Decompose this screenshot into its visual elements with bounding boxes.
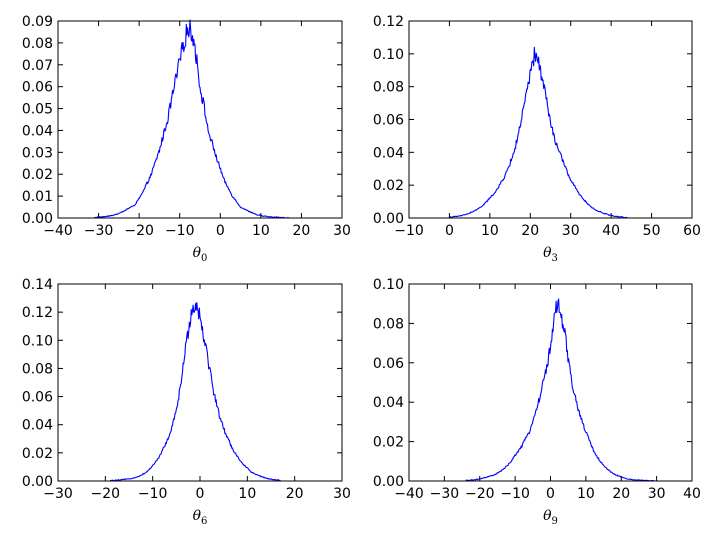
x-tick-label-0-6: 20 xyxy=(293,223,311,239)
x-tick-label-1-3: 20 xyxy=(521,223,539,239)
y-tick-label-2-7: 0.14 xyxy=(22,277,53,293)
chart-panel-2: −30 −20 −10 0 10 20 30 0.00 0.02 0.04 0.06 0.08 0.10… xyxy=(22,277,351,527)
y-tick-label-0-7: 0.07 xyxy=(22,58,53,74)
y-tick-label-3-4: 0.08 xyxy=(373,316,404,332)
y-tick-label-0-0: 0.00 xyxy=(22,211,53,227)
x-tick-label-3-2: −20 xyxy=(465,486,495,502)
chart-panel-1: −10 0 10 20 30 40 50 60 0.00 0.02 0.04 0.06 0.08 0.10… xyxy=(373,14,701,264)
x-axis-label-3: θ9 xyxy=(543,508,558,527)
y-tick-label-1-5: 0.10 xyxy=(373,47,404,63)
y-tick-label-0-1: 0.01 xyxy=(22,189,53,205)
y-tick-label-2-1: 0.02 xyxy=(22,446,53,462)
y-tick-label-3-5: 0.10 xyxy=(373,277,404,293)
x-tick-label-0-2: −20 xyxy=(124,223,154,239)
x-tick-label-0-4: 0 xyxy=(216,223,225,239)
y-tick-label-1-3: 0.06 xyxy=(373,113,404,129)
y-tick-label-0-8: 0.08 xyxy=(22,36,53,52)
x-tick-label-3-4: 0 xyxy=(546,486,555,502)
x-tick-label-1-6: 50 xyxy=(643,223,661,239)
y-tick-label-0-2: 0.02 xyxy=(22,167,53,183)
y-tick-label-0-5: 0.05 xyxy=(22,102,53,118)
x-tick-label-1-0: −10 xyxy=(394,223,424,239)
x-tick-label-2-5: 20 xyxy=(286,486,304,502)
x-axis-label-2: θ6 xyxy=(193,508,208,527)
x-tick-label-2-0: −30 xyxy=(43,486,73,502)
x-tick-label-0-7: 30 xyxy=(333,223,351,239)
y-tick-label-1-4: 0.08 xyxy=(373,80,404,96)
x-tick-label-2-3: 0 xyxy=(196,486,205,502)
x-tick-label-2-6: 30 xyxy=(333,486,351,502)
y-tick-label-3-2: 0.04 xyxy=(373,395,404,411)
x-tick-label-0-1: −30 xyxy=(84,223,114,239)
x-tick-label-0-5: 10 xyxy=(252,223,270,239)
y-tick-label-2-6: 0.12 xyxy=(22,305,53,321)
x-tick-label-1-5: 40 xyxy=(602,223,620,239)
x-tick-label-0-3: −10 xyxy=(165,223,195,239)
x-tick-label-3-5: 10 xyxy=(577,486,595,502)
y-tick-label-3-0: 0.00 xyxy=(373,474,404,490)
x-tick-label-3-3: −10 xyxy=(500,486,530,502)
distribution-line-1 xyxy=(449,46,628,219)
x-tick-label-2-2: −10 xyxy=(138,486,168,502)
y-tick-label-0-9: 0.09 xyxy=(22,14,53,30)
y-tick-label-2-3: 0.06 xyxy=(22,390,53,406)
plot-frame-0 xyxy=(57,20,343,219)
chart-panel-0: −40 −30 −20 −10 0 10 20 30 0.00 0.01 0.02 0.03 0.04 0… xyxy=(22,14,351,264)
x-tick-label-3-8: 40 xyxy=(683,486,701,502)
x-tick-label-0-0: −40 xyxy=(43,223,73,239)
distribution-line-3 xyxy=(465,298,657,482)
y-tick-label-3-3: 0.06 xyxy=(373,356,404,372)
x-axis-label-1: θ3 xyxy=(543,245,558,264)
x-tick-label-2-1: −20 xyxy=(91,486,121,502)
x-tick-label-3-7: 30 xyxy=(648,486,666,502)
x-tick-label-3-1: −30 xyxy=(430,486,460,502)
x-tick-label-2-4: 10 xyxy=(238,486,256,502)
x-tick-label-1-2: 10 xyxy=(481,223,499,239)
y-tick-label-2-2: 0.04 xyxy=(22,418,53,434)
y-tick-label-2-0: 0.00 xyxy=(22,474,53,490)
plot-frame-3 xyxy=(408,283,693,482)
x-tick-label-1-7: 60 xyxy=(683,223,701,239)
y-tick-label-0-4: 0.04 xyxy=(22,123,53,139)
x-tick-label-1-4: 30 xyxy=(562,223,580,239)
y-tick-label-1-1: 0.02 xyxy=(373,178,404,194)
y-tick-label-2-4: 0.08 xyxy=(22,361,53,377)
y-tick-label-1-0: 0.00 xyxy=(373,211,404,227)
distribution-line-2 xyxy=(109,302,281,482)
y-tick-label-3-1: 0.02 xyxy=(373,435,404,451)
y-tick-label-0-3: 0.03 xyxy=(22,145,53,161)
y-tick-label-2-5: 0.10 xyxy=(22,333,53,349)
x-tick-label-1-1: 0 xyxy=(445,223,454,239)
x-tick-label-3-0: −40 xyxy=(394,486,424,502)
y-tick-label-0-6: 0.06 xyxy=(22,80,53,96)
x-axis-label-0: θ0 xyxy=(193,245,208,264)
y-tick-label-1-6: 0.12 xyxy=(373,14,404,30)
distribution-line-0 xyxy=(94,19,290,219)
chart-panel-3: −40 −30 −20 −10 0 10 20 30 40 0.00 0.02 0.04 0.06 0.0… xyxy=(373,277,701,527)
x-tick-label-3-6: 20 xyxy=(612,486,630,502)
y-tick-label-1-2: 0.04 xyxy=(373,145,404,161)
